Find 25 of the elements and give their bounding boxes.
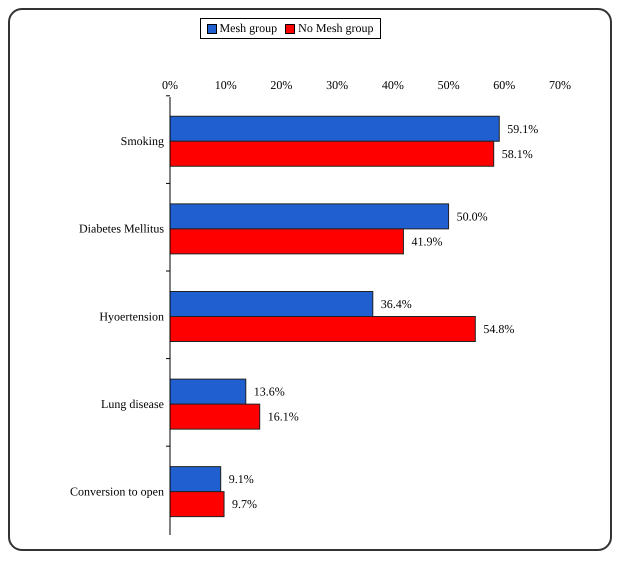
y-tick-label: Diabetes Mellitus: [79, 222, 164, 236]
data-label: 58.1%: [502, 146, 533, 161]
data-label: 41.9%: [411, 234, 442, 248]
x-tick-label: 60%: [493, 78, 516, 92]
data-label: 16.1%: [268, 410, 299, 424]
y-tick-label: Conversion to open: [70, 484, 164, 498]
x-tick-label: 50%: [438, 78, 460, 92]
data-label: 50.0%: [456, 209, 488, 224]
legend-label: Mesh group: [218, 21, 278, 36]
legend-label: No Mesh group: [297, 21, 374, 36]
y-tick-label: Lung disease: [101, 396, 164, 411]
y-tick-label: Smoking: [120, 134, 164, 148]
data-label: 9.7%: [232, 497, 258, 512]
x-tick-label: 30%: [326, 78, 348, 92]
data-label: 36.4%: [380, 296, 412, 311]
data-label: 59.1%: [507, 122, 538, 136]
x-tick-label: 0%: [162, 78, 178, 92]
y-tick-label: Hyoertension: [99, 309, 164, 324]
data-label: 54.8%: [483, 322, 514, 336]
data-label: 13.6%: [254, 384, 285, 399]
data-label: 9.1%: [228, 472, 254, 486]
x-tick-label: 40%: [382, 78, 404, 92]
x-tick-label: 20%: [270, 78, 292, 92]
x-tick-label: 70%: [549, 78, 571, 92]
x-tick-label: 10%: [214, 78, 237, 92]
